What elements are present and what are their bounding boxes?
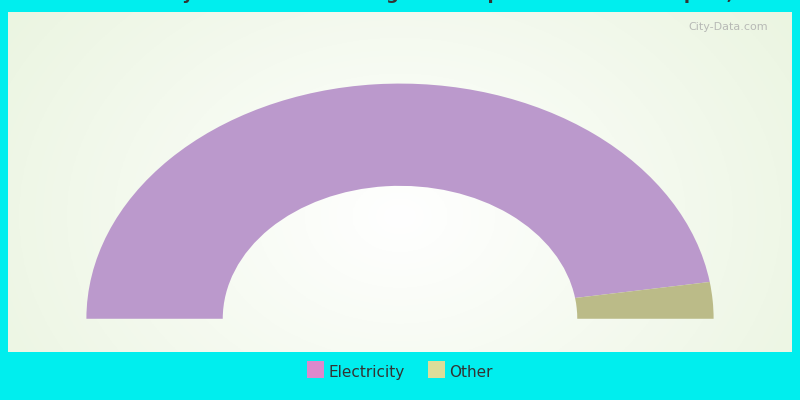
Text: City-Data.com: City-Data.com xyxy=(689,22,769,32)
Legend: Electricity, Other: Electricity, Other xyxy=(301,358,499,386)
Text: Most commonly used house heating fuel in apartments in Bucksport, SC: Most commonly used house heating fuel in… xyxy=(34,0,766,3)
Wedge shape xyxy=(575,282,714,319)
Wedge shape xyxy=(86,84,710,319)
